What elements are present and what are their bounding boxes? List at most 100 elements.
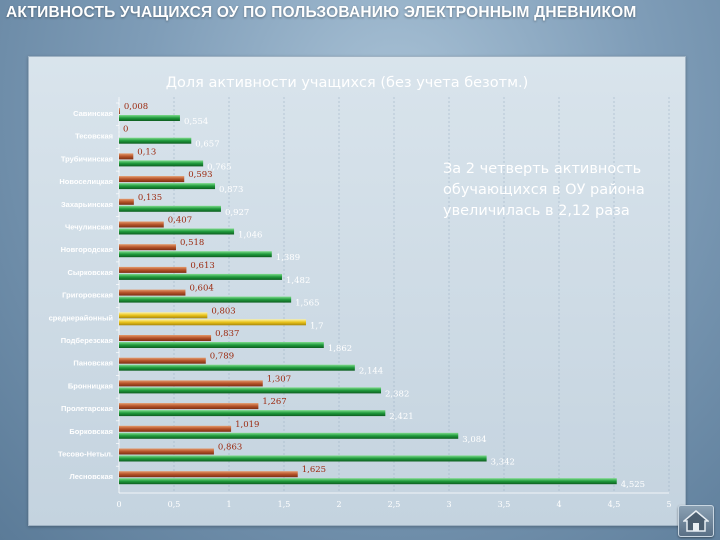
bar-series1 (119, 176, 185, 183)
home-button[interactable] (678, 505, 714, 537)
data-label-series1: 1,625 (302, 465, 326, 475)
data-label-series2: 0,873 (219, 185, 243, 195)
data-label-series2: 2,382 (385, 389, 409, 399)
bar-series2 (119, 364, 355, 371)
home-icon (683, 510, 709, 532)
data-label-series1: 1,019 (235, 420, 259, 430)
data-label-series1: 0,13 (137, 147, 156, 157)
data-label-series2: 2,421 (389, 412, 413, 422)
data-label-series1: 1,307 (267, 374, 291, 384)
category-label: Новгородская (61, 245, 113, 254)
x-tick-label: 2 (336, 500, 341, 509)
category-label: Трубичинская (61, 154, 113, 163)
chart-panel: 0 0,5 1 1,5 2 2,5 3 3,5 4 4,5 5 Савинская 0,008 0,554… (28, 56, 686, 526)
x-tick-label: 1,5 (278, 500, 291, 509)
data-label-series2: 1,7 (310, 321, 324, 331)
bar-series1 (119, 357, 206, 364)
bar-series1 (119, 153, 134, 160)
category-label: среднерайонный (49, 313, 114, 322)
bar-series2 (119, 205, 221, 212)
x-tick-label: 3 (446, 500, 451, 509)
bar-series1 (119, 448, 214, 455)
bar-series2 (119, 432, 459, 439)
bar-series2 (119, 228, 235, 235)
bar-series2 (119, 342, 324, 348)
data-label-series2: 3,342 (491, 458, 515, 468)
category-label: Тесово-Нетыл. (58, 450, 113, 459)
data-label-series1: 0,863 (218, 443, 242, 453)
data-label-series2: 4,525 (621, 480, 645, 490)
bar-series2 (119, 296, 292, 303)
category-label: Тесовская (75, 132, 113, 141)
data-label-series1: 0,593 (188, 170, 212, 180)
bar-series1 (119, 312, 208, 319)
x-tick-label: 0,5 (168, 500, 181, 509)
bar-series1 (119, 244, 176, 251)
data-label-series1: 0,008 (124, 102, 148, 112)
bar-series1 (119, 289, 186, 296)
category-label: Новоселицкая (59, 177, 113, 186)
x-tick-label: 4,5 (608, 500, 621, 509)
bar-chart: 0 0,5 1 1,5 2 2,5 3 3,5 4 4,5 5 Савинская 0,008 0,554… (49, 75, 672, 509)
bar-series2 (119, 137, 192, 144)
bar-series2 (119, 478, 617, 485)
bar-series2 (119, 251, 272, 258)
bar-series1 (119, 403, 259, 410)
data-label-series2: 1,565 (295, 299, 319, 309)
x-tick-label: 5 (666, 500, 671, 509)
category-label: Пролетарская (61, 404, 113, 413)
bar-series2 (119, 387, 382, 394)
annotation-line-1: За 2 четверть активность (443, 161, 641, 177)
category-label: Лесновская (69, 472, 113, 481)
category-label: Савинская (73, 109, 113, 118)
category-label: Борковская (69, 427, 113, 436)
chart-annotation: За 2 четверть активность обучающихся в О… (443, 161, 649, 219)
bar-series2 (119, 160, 204, 167)
bar-series1 (119, 425, 232, 432)
category-label: Сырковская (67, 268, 113, 277)
category-label: Захарьинская (61, 200, 113, 209)
category-label: Григоровская (62, 291, 113, 300)
data-label-series1: 0,837 (215, 329, 239, 339)
x-tick-label: 0 (116, 500, 121, 509)
data-label-series2: 1,862 (328, 344, 352, 354)
data-label-series1: 1,267 (262, 397, 286, 407)
category-label: Подберезская (61, 336, 113, 345)
data-label-series1: 0,613 (190, 261, 214, 271)
data-label-series1: 0,604 (189, 284, 213, 294)
bar-series1 (119, 221, 164, 228)
bar-series2 (119, 273, 283, 280)
data-label-series1: 0,518 (180, 238, 204, 248)
x-tick-label: 2,5 (388, 500, 401, 509)
bar-series1 (119, 266, 187, 273)
x-tick-label: 4 (556, 500, 561, 509)
data-label-series2: 1,482 (286, 276, 310, 286)
data-label-series2: 0,765 (207, 162, 231, 172)
data-label-series1: 0 (123, 125, 128, 135)
category-label: Чечулинская (65, 223, 113, 232)
bar-series1 (119, 108, 120, 114)
bar-series2 (119, 115, 180, 121)
annotation-line-3: увеличилась в 2,12 раза (443, 203, 630, 219)
annotation-line-2: обучающихся в ОУ района (443, 182, 645, 198)
bar-series2 (119, 455, 487, 462)
data-label-series2: 1,389 (276, 253, 300, 263)
x-tick-label: 1 (226, 500, 231, 509)
x-tick-label: 3,5 (498, 500, 511, 509)
bar-series2 (119, 410, 386, 417)
bar-series2 (119, 183, 216, 190)
data-label-series1: 0,407 (168, 216, 192, 226)
bar-series1 (119, 198, 134, 205)
data-label-series2: 2,144 (359, 367, 383, 377)
data-label-series2: 0,554 (184, 117, 208, 127)
chart-title: Доля активности учащихся (без учета безо… (166, 75, 529, 91)
bar-series1 (119, 471, 298, 478)
data-label-series2: 3,084 (462, 435, 486, 445)
bar-series1 (119, 335, 212, 341)
data-label-series2: 1,046 (238, 231, 262, 241)
category-label: Бронницкая (68, 381, 113, 390)
category-label: Пановская (73, 359, 113, 368)
data-label-series2: 0,927 (225, 208, 249, 218)
slide-title: АКТИВНОСТЬ УЧАЩИХСЯ ОУ ПО ПОЛЬЗОВАНИЮ ЭЛ… (6, 4, 637, 21)
bar-series2 (119, 319, 306, 326)
